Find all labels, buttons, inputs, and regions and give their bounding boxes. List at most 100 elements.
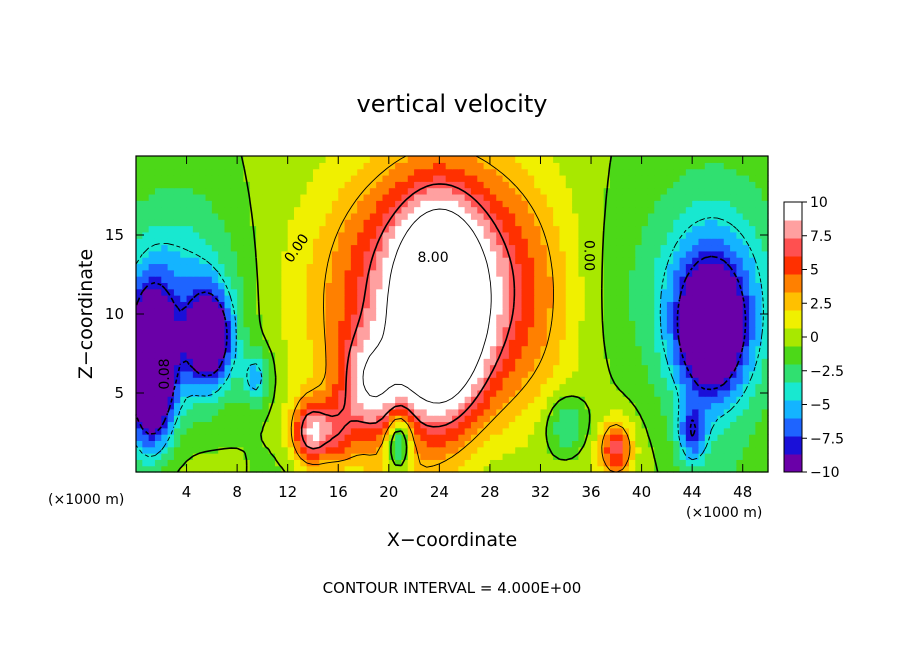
heatmap-cell (704, 345, 712, 353)
heatmap-cell (439, 219, 447, 227)
heatmap-cell (388, 351, 396, 359)
heatmap-cell (572, 358, 579, 366)
heatmap-cell (154, 453, 162, 460)
heatmap-cell (325, 282, 333, 290)
heatmap-cell (559, 339, 567, 347)
heatmap-cell (224, 320, 232, 328)
heatmap-cell (312, 434, 320, 441)
heatmap-cell (565, 345, 573, 353)
heatmap-cell (704, 219, 712, 227)
heatmap-cell (692, 345, 700, 353)
heatmap-cell (344, 282, 352, 290)
heatmap-cell (679, 225, 687, 233)
heatmap-cell (363, 377, 371, 385)
heatmap-cell (199, 364, 207, 372)
heatmap-cell (730, 364, 737, 372)
heatmap-cell (597, 212, 605, 220)
heatmap-cell (483, 408, 491, 416)
heatmap-cell (508, 351, 516, 359)
heatmap-cell (211, 402, 219, 410)
heatmap-cell (136, 345, 143, 353)
heatmap-cell (199, 174, 207, 182)
heatmap-cell (224, 225, 232, 233)
heatmap-cell (654, 389, 662, 397)
heatmap-cell (654, 187, 662, 195)
heatmap-cell (275, 427, 282, 435)
heatmap-cell (249, 295, 257, 302)
heatmap-cell (357, 364, 365, 372)
heatmap-cell (489, 383, 497, 391)
heatmap-cell (578, 174, 586, 182)
heatmap-cell (262, 295, 270, 302)
heatmap-cell (369, 269, 377, 277)
heatmap-cell (382, 351, 390, 359)
heatmap-cell (294, 168, 301, 176)
heatmap-cell (546, 320, 554, 328)
heatmap-cell (553, 219, 561, 227)
heatmap-cell (730, 465, 737, 473)
heatmap-cell (761, 238, 769, 246)
heatmap-cell (483, 187, 491, 195)
heatmap-cell (275, 326, 282, 334)
heatmap-cell (761, 244, 769, 252)
heatmap-cell (376, 244, 384, 252)
heatmap-cell (565, 326, 573, 334)
heatmap-cell (300, 370, 308, 378)
heatmap-cell (464, 168, 472, 176)
heatmap-cell (312, 225, 320, 233)
heatmap-cell (426, 465, 434, 473)
heatmap-cell (452, 295, 459, 302)
heatmap-cell (540, 276, 548, 283)
heatmap-cell (578, 168, 586, 176)
heatmap-cell (426, 396, 434, 404)
heatmap-cell (445, 219, 453, 227)
heatmap-cell (350, 288, 358, 296)
heatmap-cell (502, 326, 510, 334)
heatmap-cell (306, 427, 314, 435)
heatmap-cell (426, 269, 434, 277)
heatmap-cell (546, 212, 554, 220)
heatmap-cell (597, 244, 605, 252)
heatmap-cell (666, 263, 674, 271)
heatmap-cell (635, 156, 643, 163)
heatmap-cell (331, 351, 339, 359)
heatmap-cell (553, 351, 561, 359)
heatmap-cell (281, 446, 289, 454)
heatmap-cell (692, 187, 700, 195)
heatmap-cell (540, 320, 548, 328)
heatmap-cell (161, 314, 169, 321)
heatmap-cell (515, 459, 523, 467)
heatmap-cell (445, 301, 453, 309)
heatmap-cell (742, 383, 750, 391)
heatmap-cell (641, 453, 649, 460)
heatmap-cell (161, 326, 169, 334)
heatmap-cell (496, 459, 504, 467)
heatmap-cell (572, 345, 579, 353)
heatmap-cell (300, 358, 308, 366)
heatmap-cell (717, 193, 725, 201)
heatmap-cell (704, 263, 712, 271)
heatmap-cell (647, 434, 655, 441)
heatmap-cell (275, 339, 282, 347)
heatmap-cell (420, 225, 428, 233)
heatmap-cell (723, 358, 731, 366)
heatmap-cell (306, 314, 314, 321)
heatmap-cell (136, 339, 143, 347)
heatmap-cell (692, 421, 700, 429)
heatmap-cell (331, 446, 339, 454)
heatmap-cell (281, 383, 289, 391)
heatmap-cell (666, 358, 674, 366)
heatmap-cell (540, 193, 548, 201)
heatmap-cell (654, 156, 662, 163)
heatmap-cell (148, 345, 156, 353)
heatmap-cell (350, 225, 358, 233)
heatmap-cell (224, 193, 232, 201)
heatmap-cell (515, 295, 523, 302)
heatmap-cell (717, 434, 725, 441)
heatmap-cell (148, 276, 156, 283)
heatmap-cell (508, 295, 516, 302)
heatmap-cell (622, 351, 630, 359)
heatmap-cell (755, 307, 763, 315)
heatmap-cell (622, 225, 630, 233)
heatmap-cell (363, 453, 371, 460)
